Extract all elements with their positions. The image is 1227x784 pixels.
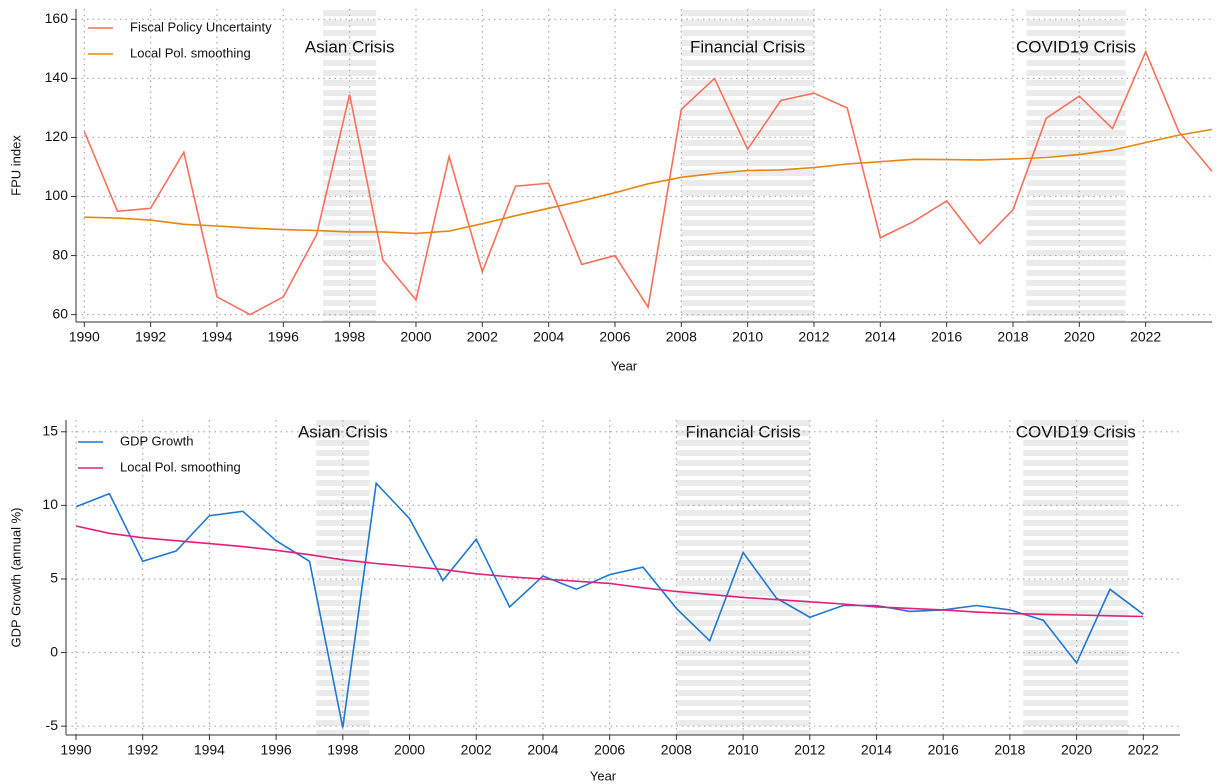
x-tick-label: 2022 <box>1128 742 1159 758</box>
x-tick-label: 2012 <box>794 742 825 758</box>
x-tick-label: 2020 <box>1064 329 1095 345</box>
x-tick-label: 2014 <box>865 329 896 345</box>
crisis-band <box>1026 9 1126 322</box>
x-tick-label: 2006 <box>599 329 630 345</box>
x-axis-title: Year <box>611 358 638 373</box>
crisis-label: COVID19 Crisis <box>1016 37 1136 56</box>
y-tick-label: 0 <box>50 643 58 659</box>
x-tick-label: 2000 <box>394 742 425 758</box>
x-tick-label: 2002 <box>461 742 492 758</box>
series-line <box>75 525 1144 618</box>
x-tick-label: 1998 <box>327 742 358 758</box>
y-tick-label: 15 <box>42 422 58 438</box>
x-tick-label: 2006 <box>594 742 625 758</box>
x-tick-label: 1996 <box>268 329 299 345</box>
y-tick-label: 100 <box>45 187 69 203</box>
x-tick-label: 1996 <box>261 742 292 758</box>
y-tick-label: 140 <box>45 69 69 85</box>
y-tick-label: 60 <box>52 305 68 321</box>
x-tick-label: 2002 <box>467 329 498 345</box>
x-tick-label: 2000 <box>400 329 431 345</box>
x-tick-label: 2014 <box>861 742 892 758</box>
x-tick-label: 2010 <box>732 329 763 345</box>
crisis-label: Financial Crisis <box>690 37 805 56</box>
crisis-band <box>1023 420 1129 735</box>
crisis-band <box>676 420 810 735</box>
y-tick-label: 120 <box>45 128 69 144</box>
y-tick-label: -5 <box>46 717 59 733</box>
y-tick-label: 80 <box>52 246 68 262</box>
x-tick-label: 1994 <box>194 742 225 758</box>
crisis-label: COVID19 Crisis <box>1016 422 1136 441</box>
x-tick-label: 2016 <box>931 329 962 345</box>
x-tick-label: 2020 <box>1061 742 1092 758</box>
legend-label: GDP Growth <box>120 433 193 448</box>
crisis-band <box>681 9 814 322</box>
x-tick-label: 2018 <box>997 329 1028 345</box>
y-tick-label: 5 <box>50 570 58 586</box>
x-tick-label: 2016 <box>928 742 959 758</box>
x-tick-label: 1994 <box>201 329 232 345</box>
x-tick-label: 1992 <box>127 742 158 758</box>
legend-label: Local Pol. smoothing <box>130 45 251 60</box>
x-tick-label: 1990 <box>60 742 91 758</box>
x-axis-title: Year <box>590 768 617 783</box>
series-line <box>84 128 1213 235</box>
y-tick-label: 160 <box>45 10 69 26</box>
x-tick-label: 2008 <box>661 742 692 758</box>
series-line <box>83 49 1213 316</box>
x-tick-label: 2004 <box>527 742 558 758</box>
y-tick-label: 10 <box>42 496 58 512</box>
x-tick-label: 2022 <box>1130 329 1161 345</box>
series-line <box>75 481 1144 728</box>
y-axis-title: GDP Growth (annual %) <box>8 508 23 648</box>
crisis-band <box>316 420 370 735</box>
crisis-band <box>323 9 377 322</box>
x-tick-label: 2010 <box>727 742 758 758</box>
legend-label: Fiscal Policy Uncertainty <box>130 19 272 34</box>
x-tick-label: 2012 <box>798 329 829 345</box>
x-tick-label: 2008 <box>666 329 697 345</box>
crisis-label: Asian Crisis <box>305 37 395 56</box>
legend-label: Local Pol. smoothing <box>120 459 241 474</box>
x-tick-label: 1992 <box>135 329 166 345</box>
x-tick-label: 1998 <box>334 329 365 345</box>
x-tick-label: 1990 <box>69 329 100 345</box>
x-tick-label: 2004 <box>533 329 564 345</box>
y-axis-title: FPU index <box>8 135 23 196</box>
x-tick-label: 2018 <box>994 742 1025 758</box>
